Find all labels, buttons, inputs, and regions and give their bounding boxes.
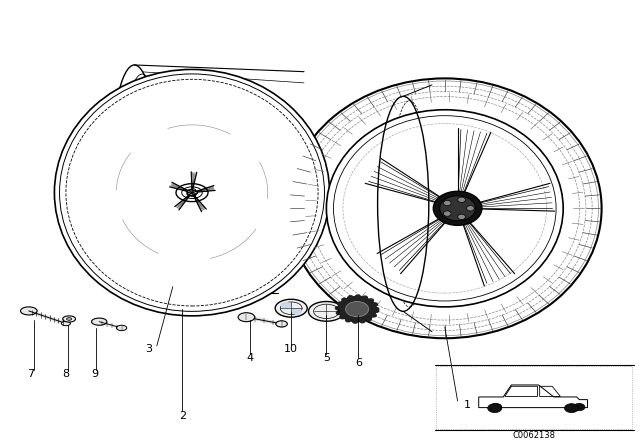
Ellipse shape [116, 325, 127, 331]
Text: 4: 4 [246, 353, 253, 363]
Text: 7: 7 [27, 369, 35, 379]
Ellipse shape [362, 295, 368, 300]
Text: 9: 9 [91, 369, 99, 379]
Ellipse shape [444, 200, 451, 206]
Ellipse shape [488, 404, 502, 413]
Ellipse shape [458, 197, 465, 202]
Ellipse shape [345, 318, 351, 323]
Ellipse shape [92, 318, 107, 325]
Ellipse shape [368, 298, 374, 303]
Ellipse shape [61, 321, 70, 326]
Ellipse shape [373, 309, 380, 313]
Ellipse shape [346, 302, 369, 317]
Ellipse shape [352, 319, 358, 324]
Ellipse shape [276, 321, 287, 327]
Ellipse shape [490, 404, 502, 411]
Text: 8: 8 [62, 369, 70, 379]
Ellipse shape [341, 297, 348, 302]
Ellipse shape [359, 319, 365, 323]
Text: 5: 5 [323, 353, 330, 363]
Ellipse shape [372, 302, 378, 307]
Ellipse shape [335, 311, 342, 315]
Ellipse shape [337, 302, 343, 306]
Ellipse shape [573, 404, 585, 411]
Text: 6: 6 [355, 358, 362, 368]
Ellipse shape [280, 302, 292, 308]
Ellipse shape [54, 69, 330, 316]
Ellipse shape [373, 307, 380, 311]
Ellipse shape [187, 190, 197, 195]
Ellipse shape [326, 110, 563, 307]
Ellipse shape [291, 308, 302, 314]
Text: 2: 2 [179, 411, 186, 421]
Ellipse shape [67, 318, 72, 320]
Text: C0062138: C0062138 [513, 431, 556, 440]
Text: 3: 3 [145, 345, 152, 354]
Ellipse shape [365, 317, 372, 321]
Ellipse shape [238, 313, 255, 322]
Ellipse shape [458, 214, 465, 220]
Ellipse shape [444, 211, 451, 216]
Ellipse shape [371, 313, 377, 318]
Ellipse shape [467, 206, 474, 211]
Ellipse shape [355, 294, 361, 299]
Ellipse shape [338, 297, 376, 322]
Text: 1: 1 [464, 401, 470, 410]
Ellipse shape [339, 315, 346, 319]
Ellipse shape [335, 306, 341, 310]
Ellipse shape [348, 295, 354, 300]
Text: 10: 10 [284, 345, 298, 354]
Ellipse shape [564, 404, 579, 413]
Ellipse shape [275, 299, 307, 317]
Ellipse shape [433, 191, 482, 225]
Ellipse shape [20, 307, 37, 315]
Ellipse shape [440, 196, 476, 221]
Ellipse shape [308, 302, 344, 321]
Ellipse shape [288, 78, 602, 338]
Ellipse shape [63, 316, 76, 322]
